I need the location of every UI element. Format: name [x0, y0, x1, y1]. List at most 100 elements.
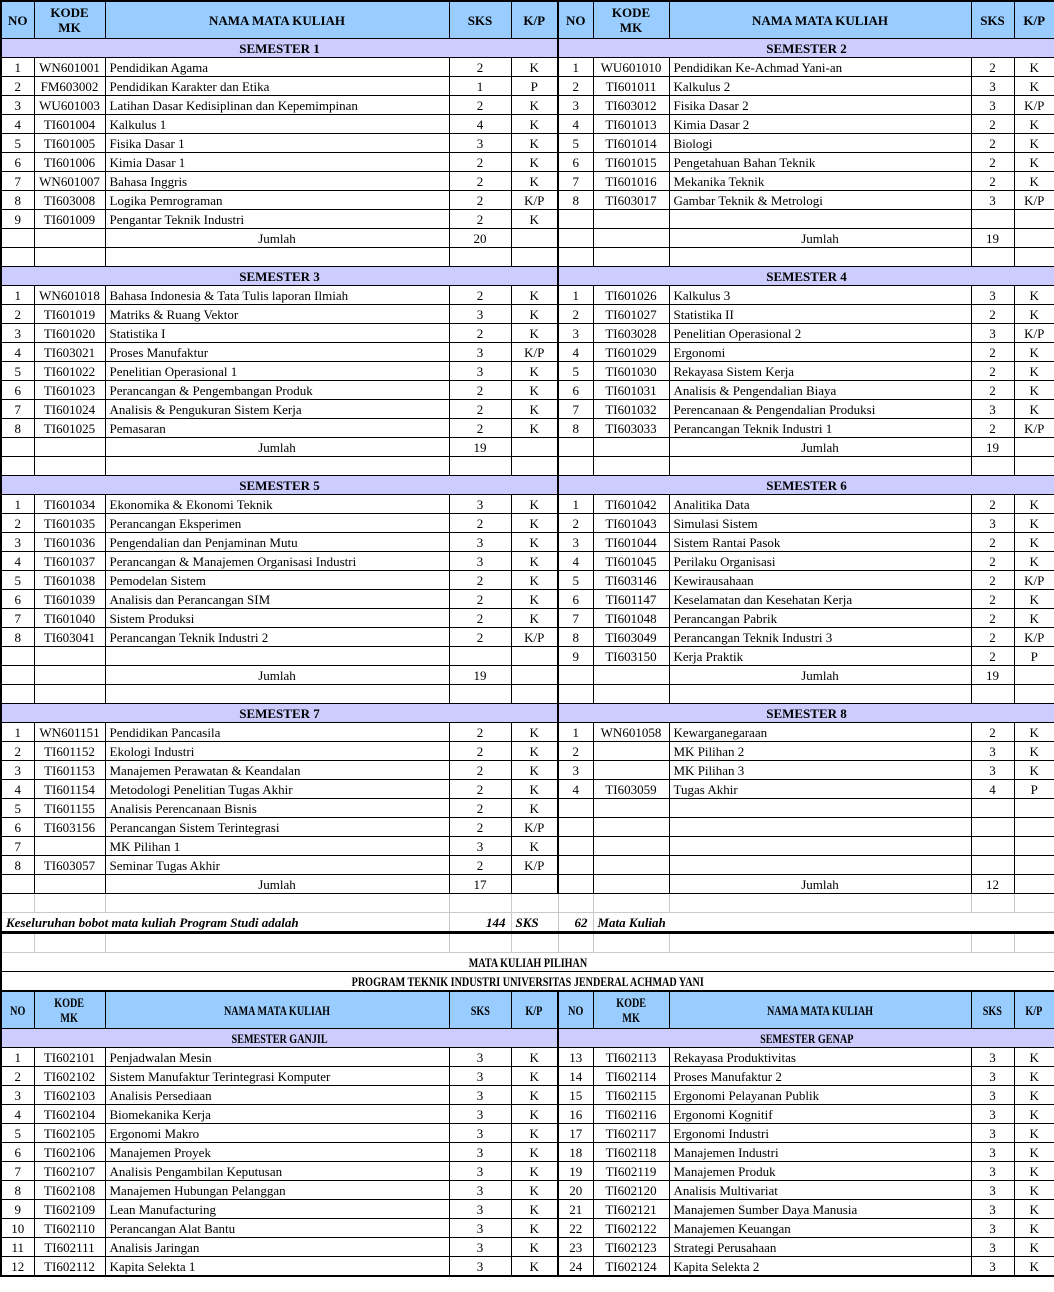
col-header-no: NO [0, 990, 35, 1029]
cell-kode-mk: TI602110 [33, 1218, 106, 1238]
cell-no: 4 [0, 551, 35, 571]
cell-sks: 3 [448, 1180, 512, 1200]
col-header-nama-mata-kuliah: NAMA MATA KULIAH [668, 990, 972, 1029]
course-row: 6 TI603156 Perancangan Sistem Terintegrasi… [0, 817, 1054, 837]
course-row: 4 TI603021 Proses Manufaktur 3 K/P 4 TI601029 E… [0, 342, 1054, 362]
cell-kode-mk: TI601026 [592, 285, 670, 305]
cell-no: 1 [0, 1047, 35, 1067]
course-row: 1 TI601034 Ekonomika & Ekonomi Teknik 3 K 1 TI… [0, 494, 1054, 514]
cell-kp: K [510, 1199, 559, 1219]
cell-sks: 2 [448, 817, 512, 837]
course-row: 7 TI602107 Analisis Pengambilan Keputusan 3… [0, 1161, 1054, 1181]
cell-no: 8 [557, 418, 594, 438]
cell-kode-mk: TI602119 [592, 1161, 670, 1181]
cell-kode-mk: TI603017 [592, 190, 670, 210]
cell-no [557, 855, 594, 875]
cell-no: 2 [0, 513, 35, 533]
cell-nama: Penelitian Operasional 2 [668, 323, 972, 343]
empty-cell [510, 247, 559, 267]
electives-title-label: MATA KULIAH PILIHAN [468, 954, 588, 970]
course-row: 2 TI601019 Matriks & Ruang Vektor 3 K 2 TI6010… [0, 304, 1054, 324]
cell-sks: 2 [970, 646, 1015, 666]
cell-nama: Pemasaran [104, 418, 450, 438]
cell-nama: MK Pilihan 1 [104, 836, 450, 856]
col-header-nama-mata-kuliah-label: NAMA MATA KULIAH [223, 1002, 331, 1018]
cell-kode-mk [592, 798, 670, 818]
cell-sks: 2 [448, 798, 512, 818]
summary-label: Keseluruhan bobot mata kuliah Program St… [0, 912, 450, 934]
cell-sks: 2 [448, 589, 512, 609]
col-header-no: NO [557, 0, 594, 39]
course-row: 11 TI602111 Analisis Jaringan 3 K 23 TI602123 S… [0, 1237, 1054, 1257]
jumlah-sks-total: 19 [448, 437, 512, 457]
cell-no: 8 [0, 418, 35, 438]
cell-nama: Kalkulus 1 [104, 114, 450, 134]
cell-nama: Pengendalian dan Penjaminan Mutu [104, 532, 450, 552]
cell-kode-mk: TI601022 [33, 361, 106, 381]
cell-nama: Statistika II [668, 304, 972, 324]
cell-nama: Kimia Dasar 2 [668, 114, 972, 134]
cell-kode-mk: TI601154 [33, 779, 106, 799]
empty-cell [104, 456, 450, 476]
cell-kp: K [510, 57, 559, 77]
cell-kode-mk: TI601029 [592, 342, 670, 362]
cell-sks: 2 [970, 570, 1015, 590]
cell-sks: 2 [448, 285, 512, 305]
cell-kode-mk: TI602109 [33, 1199, 106, 1219]
cell-kode-mk: TI601009 [33, 209, 106, 229]
cell-nama: Pemodelan Sistem [104, 570, 450, 590]
cell-no: 16 [557, 1104, 594, 1124]
cell-sks: 3 [448, 494, 512, 514]
cell-kode-mk: TI602111 [33, 1237, 106, 1257]
cell-kp: K [510, 836, 559, 856]
col-header-sks: SKS [970, 0, 1015, 39]
col-header-nama-mata-kuliah: NAMA MATA KULIAH [104, 0, 450, 39]
col-header-sks-label: SKS [470, 1002, 490, 1018]
course-row: 8 TI601025 Pemasaran 2 K 8 TI603033 Perancangan… [0, 418, 1054, 438]
cell-no [557, 437, 594, 457]
course-row: 6 TI601006 Kimia Dasar 1 2 K 6 TI601015 Pengeta… [0, 152, 1054, 172]
cell-no: 2 [557, 741, 594, 761]
cell-kp [510, 646, 559, 666]
course-row: 4 TI601154 Metodologi Penelitian Tugas Akh… [0, 779, 1054, 799]
cell-kp: K/P [510, 342, 559, 362]
cell-kode-mk: TI601016 [592, 171, 670, 191]
cell-kp: K/P [1013, 570, 1054, 590]
cell-kode-mk: TI601015 [592, 152, 670, 172]
cell-nama: Biomekanika Kerja [104, 1104, 450, 1124]
cell-kp: K [1013, 76, 1054, 96]
cell-no [557, 665, 594, 685]
course-row: 1 WN601001 Pendidikan Agama 2 K 1 WU601010 Pend… [0, 57, 1054, 77]
totals-summary-row: Keseluruhan bobot mata kuliah Program St… [0, 912, 1054, 934]
cell-nama: Analisis Pengambilan Keputusan [104, 1161, 450, 1181]
cell-sks: 3 [970, 1066, 1015, 1086]
cell-nama: Analisis Persediaan [104, 1085, 450, 1105]
empty-cell [33, 684, 106, 704]
cell-kp [1013, 836, 1054, 856]
cell-no [557, 874, 594, 894]
cell-no [0, 437, 35, 457]
cell-nama [668, 855, 972, 875]
cell-kp: K [1013, 380, 1054, 400]
cell-kp: K [1013, 1256, 1054, 1277]
course-row: 5 TI601005 Fisika Dasar 1 3 K 5 TI601014 Biolog… [0, 133, 1054, 153]
cell-nama: Lean Manufacturing [104, 1199, 450, 1219]
cell-nama: Analisis & Pengukuran Sistem Kerja [104, 399, 450, 419]
cell-no: 6 [557, 589, 594, 609]
cell-no: 7 [0, 836, 35, 856]
cell-kode-mk: TI601040 [33, 608, 106, 628]
cell-kp: K [510, 133, 559, 153]
cell-sks [448, 646, 512, 666]
semester-band-left: SEMESTER 1 [0, 38, 559, 58]
cell-kp: K [1013, 1123, 1054, 1143]
cell-no: 3 [0, 1085, 35, 1105]
cell-nama: Logika Pemrograman [104, 190, 450, 210]
cell-kode-mk: TI603156 [33, 817, 106, 837]
course-row: 5 TI601155 Analisis Perencanaan Bisnis 2 K [0, 798, 1054, 818]
cell-kode-mk: TI601027 [592, 304, 670, 324]
cell-sks: 2 [448, 608, 512, 628]
cell-no: 22 [557, 1218, 594, 1238]
cell-kp: K [1013, 760, 1054, 780]
course-row: 2 FM603002 Pendidikan Karakter dan Etika 1 P… [0, 76, 1054, 96]
